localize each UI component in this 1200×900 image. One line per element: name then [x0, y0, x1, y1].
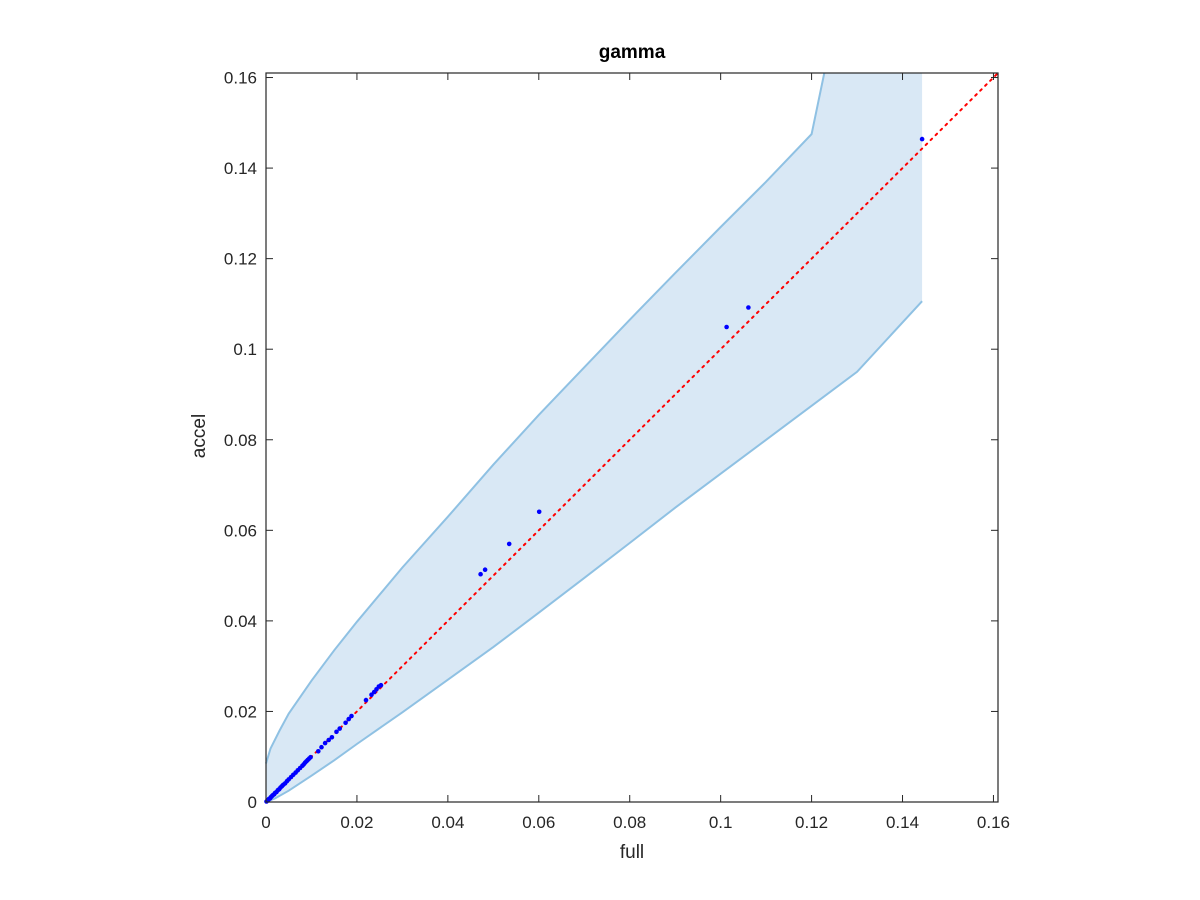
- plot-area: [264, 72, 999, 804]
- data-point: [478, 571, 483, 577]
- confidence-band: [266, 73, 923, 802]
- data-point: [326, 737, 332, 743]
- data-point: [919, 136, 925, 142]
- x-tick-label: 0.06: [522, 813, 555, 832]
- y-tick-label: 0.02: [224, 702, 257, 721]
- data-point: [482, 567, 488, 572]
- x-tick-label: 0: [261, 813, 270, 832]
- y-tick-label: 0.08: [224, 431, 257, 450]
- x-axis-label: full: [620, 842, 644, 863]
- y-tick-label: 0: [248, 793, 257, 812]
- data-point: [378, 682, 384, 688]
- chart-title: gamma: [599, 42, 666, 63]
- x-tick-label: 0.04: [431, 813, 464, 832]
- x-tick-label: 0.16: [977, 813, 1010, 832]
- data-point: [316, 749, 321, 754]
- y-tick-label: 0.16: [224, 69, 257, 88]
- x-tick-label: 0.1: [709, 813, 733, 832]
- data-point: [724, 324, 729, 330]
- data-point: [322, 740, 328, 746]
- data-point: [334, 729, 339, 735]
- axes-box: [265, 72, 999, 803]
- band-upper-edge: [265, 72, 826, 764]
- y-tick-label: 0.1: [233, 340, 257, 359]
- data-point: [337, 726, 343, 731]
- y-tick-label: 0.06: [224, 521, 257, 540]
- band-lower-edge: [265, 300, 923, 803]
- x-tick-label: 0.14: [886, 813, 919, 832]
- reference-line: [265, 72, 999, 803]
- data-point: [746, 305, 751, 310]
- y-tick-label: 0.04: [224, 612, 257, 631]
- data-point: [319, 744, 324, 750]
- data-point: [308, 754, 313, 760]
- data-point: [343, 720, 348, 726]
- axes: 0 0.02 0.04 0.06 0.08 0.1 0.12 0.14 0.16 0 0.02 0.0…: [224, 69, 1010, 832]
- x-tick-label: 0.02: [340, 813, 373, 832]
- data-point: [363, 697, 369, 703]
- data-point: [329, 735, 335, 740]
- y-axis-label: accel: [189, 414, 210, 458]
- x-tick-label: 0.12: [795, 813, 828, 832]
- data-point: [346, 716, 352, 722]
- data-point: [506, 541, 512, 547]
- data-point: [349, 713, 354, 719]
- y-tick-label: 0.14: [224, 159, 257, 178]
- data-point: [536, 509, 542, 515]
- y-tick-label: 0.12: [224, 250, 257, 269]
- x-tick-label: 0.08: [613, 813, 646, 832]
